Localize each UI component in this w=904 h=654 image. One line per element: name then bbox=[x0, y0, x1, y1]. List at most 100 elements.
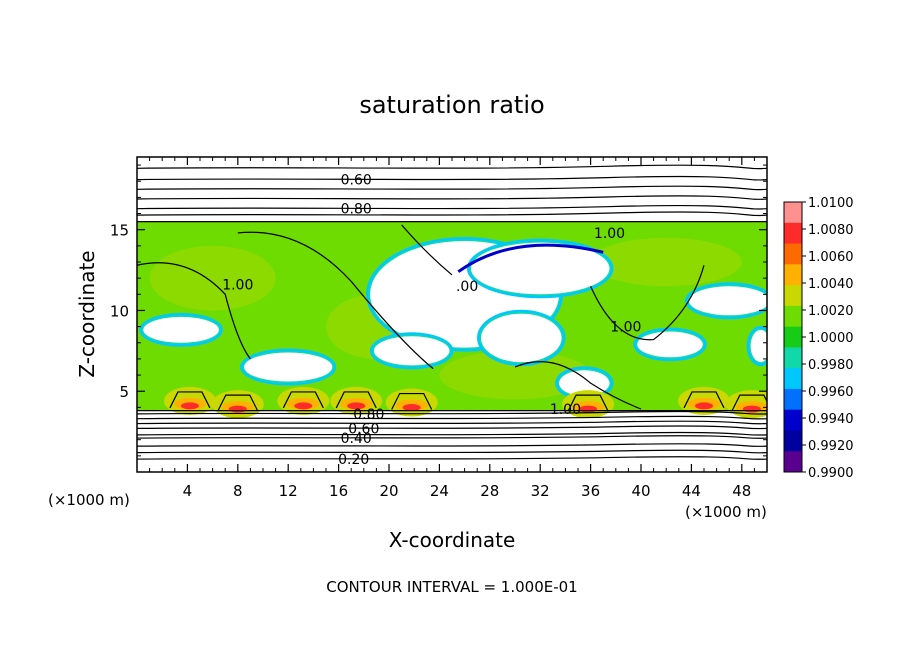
colorbar-swatch bbox=[784, 285, 802, 307]
contour-line bbox=[514, 361, 642, 410]
contour-line bbox=[137, 415, 767, 420]
contour-lines bbox=[137, 164, 767, 460]
x-axis-label: X-coordinate bbox=[389, 528, 516, 552]
colorbar-label: 0.9940 bbox=[808, 412, 854, 427]
contour-line bbox=[137, 185, 767, 191]
colorbar-label: 0.9920 bbox=[808, 439, 854, 454]
contour-label: 1.00 bbox=[610, 320, 641, 336]
low-ratio-streak bbox=[457, 243, 604, 273]
clear-region bbox=[470, 242, 610, 295]
contour-line bbox=[137, 262, 251, 360]
clear-region bbox=[688, 286, 767, 316]
colorbar-label: 1.0100 bbox=[808, 196, 854, 211]
warm-spot-core bbox=[347, 402, 366, 410]
chart-title: saturation ratio bbox=[359, 91, 544, 119]
contour-labels: 0.600.801.001.00.001.001.000.800.600.400… bbox=[222, 173, 641, 468]
contour-line bbox=[137, 211, 767, 217]
clear-region bbox=[559, 370, 610, 397]
colorbar-swatch bbox=[784, 222, 802, 245]
y-tick-label: 5 bbox=[119, 383, 129, 401]
colorbar-swatch bbox=[784, 430, 802, 452]
x-tick-label: 16 bbox=[329, 482, 348, 500]
clear-region bbox=[143, 316, 219, 343]
contour-label: 0.80 bbox=[341, 202, 372, 218]
contour-label: .00 bbox=[456, 279, 478, 295]
y-axis-ticks: 5 10 15 bbox=[110, 164, 767, 457]
contour-label: 0.20 bbox=[338, 452, 369, 468]
x-unit-label-left: (×1000 m) bbox=[48, 491, 130, 509]
colorbar-swatch bbox=[784, 368, 802, 390]
contour-line bbox=[683, 391, 725, 409]
contour-line bbox=[731, 394, 767, 412]
contour-line bbox=[282, 391, 324, 409]
contour-line bbox=[137, 175, 767, 181]
moist-patch bbox=[590, 237, 742, 287]
x-tick-label: 32 bbox=[531, 482, 550, 500]
warm-spot-core bbox=[402, 404, 421, 412]
x-tick-label: 24 bbox=[430, 482, 449, 500]
plot-field bbox=[137, 221, 767, 419]
contour-label: 1.00 bbox=[550, 402, 581, 418]
contour-line bbox=[401, 224, 453, 276]
x-unit-label-right: (×1000 m) bbox=[685, 503, 767, 521]
warm-spot-core bbox=[695, 402, 713, 410]
contour-interval-note: CONTOUR INTERVAL = 1.000E-01 bbox=[326, 578, 577, 596]
contour-line bbox=[137, 410, 767, 415]
clear-region bbox=[637, 331, 703, 358]
x-tick-label: 48 bbox=[732, 482, 751, 500]
contour-line bbox=[137, 435, 767, 439]
contour-label: 0.60 bbox=[348, 421, 379, 437]
contour-line bbox=[137, 420, 767, 425]
warm-spot-core bbox=[228, 405, 247, 413]
colorbar-label: 0.9900 bbox=[808, 466, 854, 481]
colorbar-swatch bbox=[784, 451, 802, 473]
colorbar-swatch bbox=[784, 347, 802, 369]
contour-line bbox=[237, 231, 434, 370]
x-tick-label: 40 bbox=[631, 482, 650, 500]
clear-region bbox=[373, 336, 450, 366]
colorbar-swatch bbox=[784, 409, 802, 431]
colorbar-label: 0.9980 bbox=[808, 358, 854, 373]
contour-line bbox=[217, 394, 259, 412]
colorbar-label: 1.0060 bbox=[808, 250, 854, 265]
contour-label: 1.00 bbox=[222, 278, 253, 294]
colorbar-swatch bbox=[784, 264, 802, 286]
clear-region bbox=[480, 313, 562, 363]
contour-line bbox=[169, 391, 211, 409]
contour-label: 0.80 bbox=[353, 407, 384, 423]
contour-line bbox=[137, 204, 767, 210]
contour-line bbox=[567, 394, 609, 412]
contour-label: 1.00 bbox=[594, 226, 625, 242]
x-tick-label: 44 bbox=[682, 482, 701, 500]
x-axis-ticks: 4 8 12 16 20 24 28 32 36 40 44 48 bbox=[149, 157, 755, 500]
colorbar-label: 0.9960 bbox=[808, 385, 854, 400]
contour-label: 0.60 bbox=[341, 173, 372, 189]
y-tick-label: 15 bbox=[110, 222, 129, 240]
contour-label: 0.40 bbox=[341, 431, 372, 447]
contour-line bbox=[590, 265, 705, 341]
contour-line bbox=[137, 164, 767, 170]
colorbar-swatch bbox=[784, 305, 802, 328]
x-tick-label: 4 bbox=[183, 482, 193, 500]
x-tick-label: 12 bbox=[279, 482, 298, 500]
x-tick-label: 20 bbox=[379, 482, 398, 500]
colorbar-swatch bbox=[784, 388, 802, 411]
colorbar-label: 1.0020 bbox=[808, 304, 854, 319]
contour-line bbox=[137, 425, 767, 430]
colorbar-label: 1.0040 bbox=[808, 277, 854, 292]
clear-region bbox=[244, 352, 333, 382]
colorbar-swatch bbox=[784, 202, 802, 224]
x-tick-label: 36 bbox=[581, 482, 600, 500]
contour-line bbox=[137, 449, 767, 454]
contour-line bbox=[137, 195, 767, 200]
colorbar-label: 1.0000 bbox=[808, 331, 854, 346]
contour-line bbox=[137, 443, 767, 447]
colorbar-label: 1.0080 bbox=[808, 223, 854, 238]
warm-spot-core bbox=[294, 402, 313, 410]
colorbar-swatch bbox=[784, 243, 802, 265]
y-axis-label: Z-coordinate bbox=[75, 250, 99, 377]
contour-line bbox=[137, 431, 767, 436]
contour-line bbox=[391, 392, 433, 410]
warm-spot-core bbox=[742, 405, 761, 413]
